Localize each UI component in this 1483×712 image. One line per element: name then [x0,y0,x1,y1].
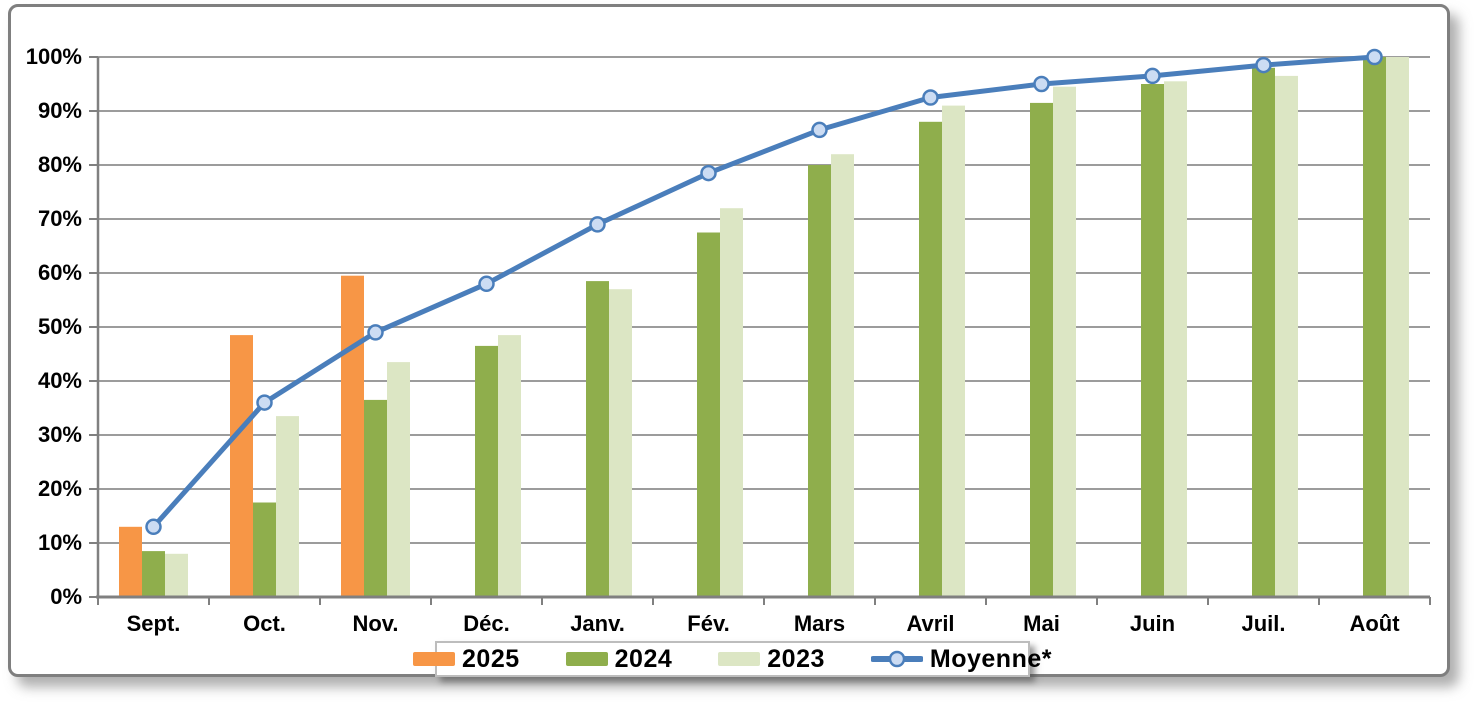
legend-item-moyenne[interactable]: Moyenne* [870,644,1052,674]
legend-item-2023[interactable]: 2023 [718,645,825,674]
bar-2024-Avril[interactable] [919,121,942,598]
bar-2024-Mai[interactable] [1030,102,1053,598]
bar-2023-Janv.[interactable] [609,289,632,597]
bar-2023-Sept.[interactable] [165,553,188,597]
legend-swatch-2024 [565,652,608,666]
svg-text:80%: 80% [38,152,82,177]
svg-text:40%: 40% [38,368,82,393]
y-axis-ticks [89,56,98,598]
bar-2024-Déc.[interactable] [475,345,498,597]
bar-2023-Nov.[interactable] [387,362,410,597]
svg-text:Fév.: Fév. [687,611,729,636]
svg-text:Mai: Mai [1023,611,1060,636]
legend-swatch-2025 [413,652,456,666]
bar-2023-Juil.[interactable] [1275,75,1298,597]
marker-Moyenne*-Avril[interactable] [922,89,939,106]
bar-2024-Mars[interactable] [808,165,831,597]
marker-Moyenne*-Oct.[interactable] [256,394,273,411]
svg-text:50%: 50% [38,314,82,339]
marker-Moyenne*-Juil.[interactable] [1255,56,1272,74]
svg-text:Juil.: Juil. [1241,611,1285,636]
bar-2024-Sept.[interactable] [142,551,165,597]
legend-label-2025: 2025 [462,644,520,673]
marker-Moyenne*-Juin[interactable] [1144,67,1161,85]
svg-text:70%: 70% [38,206,82,231]
svg-text:90%: 90% [38,98,82,123]
legend-label-moyenne: Moyenne* [929,644,1052,673]
line-Moyenne* [145,48,1383,536]
legend: 2025 2024 2023 Moyenne* [413,641,1051,677]
legend-swatch-2023 [718,652,761,666]
bar-2023-Mars[interactable] [831,154,854,597]
svg-text:100%: 100% [26,44,82,69]
marker-Moyenne*-Janv.[interactable] [589,216,606,233]
bar-2024-Oct.[interactable] [253,502,276,598]
marker-Moyenne*-Déc.[interactable] [478,275,495,293]
marker-Moyenne*-Fév.[interactable] [700,164,717,182]
svg-text:Sept.: Sept. [127,611,181,636]
bar-2023-Août[interactable] [1386,57,1409,597]
bars-2023 [165,57,1409,598]
line-marker-icon [870,650,923,668]
svg-text:Avril: Avril [906,611,954,636]
legend-item-2025[interactable]: 2025 [413,645,520,674]
legend-label-2023: 2023 [767,644,825,673]
bar-2025-Oct.[interactable] [230,335,253,597]
plot-area: 0% 10% 20% 30% 40% 50% 60% 70% 80% 90% 100% Sept. Oc… [26,44,1431,636]
marker-Moyenne*-Août[interactable] [1366,48,1383,66]
bar-2024-Août[interactable] [1363,57,1386,597]
bar-2023-Déc.[interactable] [498,335,521,597]
bar-2024-Fév.[interactable] [697,232,720,598]
legend-label-2024: 2024 [614,644,673,673]
svg-text:Mars: Mars [794,611,845,636]
svg-text:Nov.: Nov. [352,611,398,636]
svg-text:30%: 30% [38,422,82,447]
x-axis [96,57,1431,605]
legend-item-2024[interactable]: 2024 [565,644,673,674]
bar-2024-Juil.[interactable] [1252,67,1275,598]
marker-Moyenne*-Mai[interactable] [1033,75,1050,93]
svg-text:Janv.: Janv. [570,611,625,636]
marker-Moyenne*-Nov.[interactable] [367,324,384,341]
bar-2024-Nov.[interactable] [364,399,387,597]
bar-2023-Fév.[interactable] [720,208,743,597]
svg-text:0%: 0% [50,584,82,609]
x-axis-labels: Sept. Oct. Nov. Déc. Janv. Fév. Mars Avril Mai Ju… [127,611,1401,636]
bar-2023-Oct.[interactable] [276,416,299,597]
bar-2025-Nov.[interactable] [341,275,364,597]
svg-text:10%: 10% [38,530,82,555]
bar-2024-Janv.[interactable] [586,281,609,597]
chart-frame: 0% 10% 20% 30% 40% 50% 60% 70% 80% 90% 100% Sept. Oc… [8,4,1450,677]
bar-2023-Avril[interactable] [942,105,965,597]
bar-2024-Juin[interactable] [1141,84,1164,597]
svg-text:Août: Août [1349,611,1400,636]
gridlines [98,56,1430,544]
svg-text:Déc.: Déc. [463,611,509,636]
marker-Moyenne*-Sept.[interactable] [145,518,162,536]
svg-text:20%: 20% [38,476,82,501]
bar-2023-Juin[interactable] [1164,81,1187,598]
marker-Moyenne*-Mars[interactable] [811,121,828,139]
bars-2024 [142,57,1386,598]
svg-text:60%: 60% [38,260,82,285]
bar-2023-Mai[interactable] [1053,86,1076,597]
svg-text:Juin: Juin [1130,611,1175,636]
svg-text:Oct.: Oct. [243,611,286,636]
y-axis-labels: 0% 10% 20% 30% 40% 50% 60% 70% 80% 90% 100% [26,44,82,609]
bars-2025 [119,275,364,597]
bar-2025-Sept.[interactable] [119,526,142,597]
